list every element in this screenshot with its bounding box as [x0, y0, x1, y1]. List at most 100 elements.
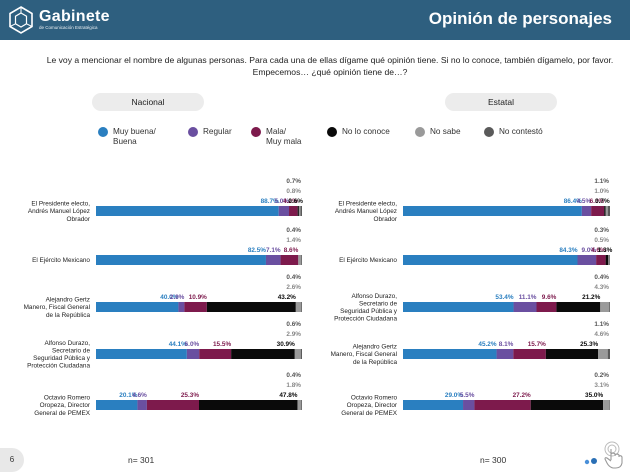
question-text: Le voy a mencionar el nombre de algunas … [46, 55, 614, 77]
data-label: 0.4% [286, 274, 301, 281]
data-label: 4.2% [283, 198, 298, 205]
data-label: 84.3% [559, 247, 577, 254]
data-label: 0.2% [594, 372, 609, 379]
data-label: 1.1% [594, 178, 609, 185]
data-label: 15.7% [528, 341, 546, 348]
sample-size-estatal: n= 300 [480, 455, 507, 465]
legend-label: Regular [203, 127, 232, 136]
category-label: Alfonso Durazo, Secretario de Seguridad Pú… [27, 340, 91, 370]
legend-label: No lo conoce [342, 127, 390, 136]
bar-segment [474, 400, 531, 410]
data-label: 3.1% [594, 382, 609, 389]
bar-segment [403, 255, 578, 265]
bar-segment [536, 302, 557, 312]
bar-segment [297, 400, 302, 410]
data-label: 9.0% [582, 247, 597, 254]
data-label: 35.0% [585, 392, 603, 399]
bar-segment [403, 302, 514, 312]
category-label: Octavio Romero Oropeza, Director General d… [341, 395, 398, 417]
bar-segment [96, 349, 187, 359]
legend-label: No sabe [430, 127, 461, 136]
bar-segment [596, 255, 606, 265]
legend-label: No contestó [499, 127, 543, 136]
dots-decoration-icon [584, 458, 597, 465]
data-label: 1.1% [594, 321, 609, 328]
bar-segment [178, 302, 185, 312]
bar-segment [591, 206, 605, 216]
bar-segment [581, 206, 592, 216]
bar-segment [206, 302, 296, 312]
data-label: 0.8% [286, 188, 301, 195]
data-label: 0.6% [286, 321, 301, 328]
bar-segment [289, 206, 298, 216]
bar-segment [605, 206, 608, 216]
bar-segment [600, 302, 610, 312]
slide-number: 6 [0, 448, 24, 472]
data-label: 4.6% [594, 331, 609, 338]
bar-segment [598, 349, 608, 359]
data-label: 0.3% [594, 227, 609, 234]
legend-dot-icon [251, 127, 261, 137]
legend-label: Mala/Muy mala [266, 127, 302, 146]
bar-segment [513, 302, 537, 312]
page-title: Opinión de personajes [428, 9, 612, 28]
bar-segment [278, 206, 290, 216]
data-label: 21.2% [582, 294, 600, 301]
bar-segment [608, 255, 610, 265]
data-label: 1.4% [286, 237, 301, 244]
bar-segment [300, 349, 302, 359]
bar-segment [146, 400, 199, 410]
data-label: 1.8% [286, 382, 301, 389]
data-label: 25.3% [580, 341, 598, 348]
legend-label: Muy buena/Buena [113, 127, 156, 146]
logo-name: Gabinete [39, 8, 110, 25]
bar-segment [607, 349, 610, 359]
legend-item: Regular [188, 127, 232, 137]
data-label: 29.0% [445, 392, 463, 399]
bar-segment [297, 206, 299, 216]
bar-segment [603, 400, 610, 410]
bar-segment [301, 302, 302, 312]
bar-segment [96, 255, 266, 265]
category-label: Alejandro Gertz Manero, Fiscal General de … [331, 344, 398, 366]
data-label: 5.5% [460, 392, 475, 399]
sample-size-nacional: n= 301 [128, 455, 155, 465]
legend-dot-icon [188, 127, 198, 137]
data-label: 15.5% [213, 341, 231, 348]
data-label: 40.0% [160, 294, 178, 301]
data-label: 0.4% [286, 372, 301, 379]
data-label: 8.6% [284, 247, 299, 254]
bar-segment [301, 255, 302, 265]
data-label: 44.1% [169, 341, 187, 348]
data-label: 5.0% [274, 198, 289, 205]
stacked-bar-charts: El Presidente electo, Andrés Manuel López… [24, 178, 613, 417]
data-label: 9.6% [542, 294, 557, 301]
section-title-estatal: Estatal [445, 93, 557, 111]
bar-segment [294, 349, 301, 359]
legend-dot-icon [327, 127, 337, 137]
category-label: El Ejército Mexicano [32, 257, 90, 264]
data-label: 2.9% [170, 294, 185, 301]
bar-segment [301, 400, 302, 410]
data-label: 27.2% [513, 392, 531, 399]
bar-segment [545, 349, 599, 359]
bar-segment [605, 255, 609, 265]
data-label: 0.4% [594, 274, 609, 281]
legend-item: No contestó [484, 127, 543, 137]
bar-segment [403, 400, 464, 410]
bar-segment [295, 302, 302, 312]
bar-segment [300, 206, 302, 216]
category-label: El Ejército Mexicano [339, 257, 397, 264]
legend-dot-icon [484, 127, 494, 137]
data-label: 6.0% [185, 341, 200, 348]
data-label: 1.0% [594, 188, 609, 195]
data-label: 20.1% [119, 392, 137, 399]
category-label: El Presidente electo, Andrés Manuel López… [28, 201, 91, 223]
data-label: 47.8% [279, 392, 297, 399]
bar-segment [199, 349, 232, 359]
data-label: 4.6% [132, 392, 147, 399]
data-label: 10.9% [189, 294, 207, 301]
bar-segment [604, 206, 606, 216]
bar-segment [403, 349, 497, 359]
data-label: 0.5% [594, 237, 609, 244]
